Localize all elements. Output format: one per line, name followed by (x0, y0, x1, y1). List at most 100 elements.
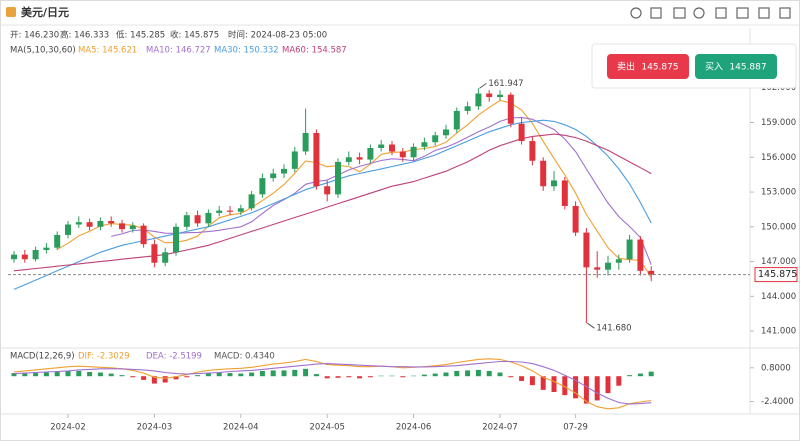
candle-body (561, 180, 568, 206)
current-price-label: 145.875 (758, 269, 797, 280)
candle-body (227, 210, 233, 212)
candle-body (237, 208, 244, 212)
macd-bar (637, 373, 643, 377)
macd-bar (292, 369, 298, 377)
ohlc-info: 时间: 2024-08-23 05:00 (228, 30, 327, 41)
toolbar[interactable] (630, 7, 791, 19)
candle-body (194, 215, 201, 224)
candle-body (97, 221, 104, 227)
candle-body (399, 151, 406, 158)
candle-body (345, 157, 352, 162)
candle-body (259, 178, 266, 195)
macd-info: MACD: 0.4340 (214, 352, 275, 362)
buy-label[interactable]: 买入 (705, 62, 723, 73)
candle-body (291, 151, 298, 169)
buy-price[interactable]: 145.887 (729, 63, 766, 73)
candle-body (140, 225, 147, 245)
macd-info: DEA: -2.5199 (146, 352, 202, 362)
sell-button[interactable] (607, 54, 689, 79)
macd-bar (616, 376, 622, 386)
macd-bar (108, 373, 114, 377)
macd-bar (216, 372, 222, 377)
macd-bar (389, 375, 395, 377)
macd-bar (205, 373, 211, 377)
macd-bar (519, 376, 525, 381)
macd-bar (22, 373, 28, 377)
x-tick-label: 07-29 (563, 423, 588, 433)
compare-icon[interactable] (736, 7, 749, 19)
x-tick-label: 2024-05 (309, 423, 345, 433)
ohlc-info: 开: 146.230 (10, 31, 59, 41)
candle-body (518, 123, 525, 142)
ma-line (111, 116, 652, 265)
refresh-icon[interactable] (630, 7, 642, 19)
candle-body (389, 144, 395, 152)
y-tick-label: 144.000 (761, 292, 796, 302)
candle-body (75, 222, 82, 225)
macd-bar (130, 376, 136, 378)
info-row: 开: 146.230 高: 146.333 低: 145.285 收: 145.875… (10, 30, 327, 41)
sell-label[interactable]: 卖出 (617, 61, 635, 73)
macd-bar (87, 372, 93, 377)
draw-icon[interactable] (650, 7, 662, 19)
candle-body (572, 205, 579, 233)
trade-panel: 卖出 145.875 买入 145.887 (591, 43, 797, 89)
candle-body (540, 160, 547, 187)
settings-icon[interactable] (715, 7, 727, 19)
macd-bar (648, 371, 654, 377)
legend-entry: MA5: 145.621 (78, 46, 137, 56)
buy-button[interactable] (695, 54, 777, 79)
x-tick-label: 2024-06 (396, 423, 432, 433)
y-tick-label: 150.000 (761, 222, 796, 232)
macd-bar (33, 373, 39, 377)
macd-bar (411, 375, 417, 377)
y-tick-label: -2.4000 (761, 397, 794, 407)
symbol-icon (6, 7, 16, 17)
candle-body (65, 224, 71, 235)
macd-bar (540, 376, 546, 390)
candle-body (281, 168, 287, 174)
candle-body (216, 210, 223, 213)
layout-icon[interactable] (758, 7, 770, 19)
candle-body (21, 254, 28, 260)
macd-bar (151, 376, 157, 384)
sell-price[interactable]: 145.875 (641, 63, 678, 73)
fullscreen-icon[interactable] (779, 7, 791, 19)
candle-body (464, 106, 471, 111)
macd-bar (227, 373, 233, 377)
x-tick-label: 2024-07 (482, 423, 518, 433)
candle-body (43, 247, 50, 250)
candle-body (432, 135, 439, 143)
macd-bar (346, 376, 352, 378)
macd-title: MACD(12,26,9) (10, 352, 75, 362)
indicator-icon[interactable] (693, 7, 705, 19)
macd-bar (184, 376, 190, 378)
chart-title: 美元/日元 (21, 5, 69, 19)
candle-body (605, 262, 611, 270)
macd-bar (173, 376, 179, 380)
candle-body (648, 270, 655, 275)
macd-bar (573, 376, 579, 399)
ma-title: MA(5,10,30,60) (10, 46, 76, 56)
macd-bar (162, 376, 168, 383)
candle-body (421, 142, 428, 147)
candle-body (443, 129, 449, 136)
macd-bar (65, 370, 71, 377)
candle-body (205, 212, 212, 224)
ohlc-info: 低: 145.285 (116, 30, 165, 41)
macd-bar (259, 370, 265, 377)
macd-bar (97, 372, 103, 377)
macd-bar (562, 376, 568, 396)
macd-bar (141, 376, 147, 380)
ohlc-info: 高: 146.333 (60, 30, 109, 41)
candle-body (637, 239, 644, 271)
macd-bar (465, 370, 471, 377)
candle-body (119, 223, 125, 230)
macd-bar (367, 376, 373, 378)
screenshot-icon[interactable] (673, 7, 686, 19)
y-tick-label: 153.000 (761, 188, 796, 198)
candle-body (453, 110, 460, 130)
candle-body (183, 215, 190, 227)
y-tick-label: 0.8000 (761, 363, 791, 373)
